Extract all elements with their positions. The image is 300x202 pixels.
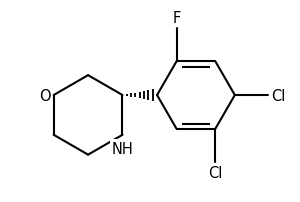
Text: O: O	[39, 88, 51, 103]
Text: Cl: Cl	[271, 88, 285, 103]
Text: NH: NH	[112, 141, 134, 156]
Text: F: F	[172, 11, 181, 26]
Text: Cl: Cl	[208, 165, 223, 180]
